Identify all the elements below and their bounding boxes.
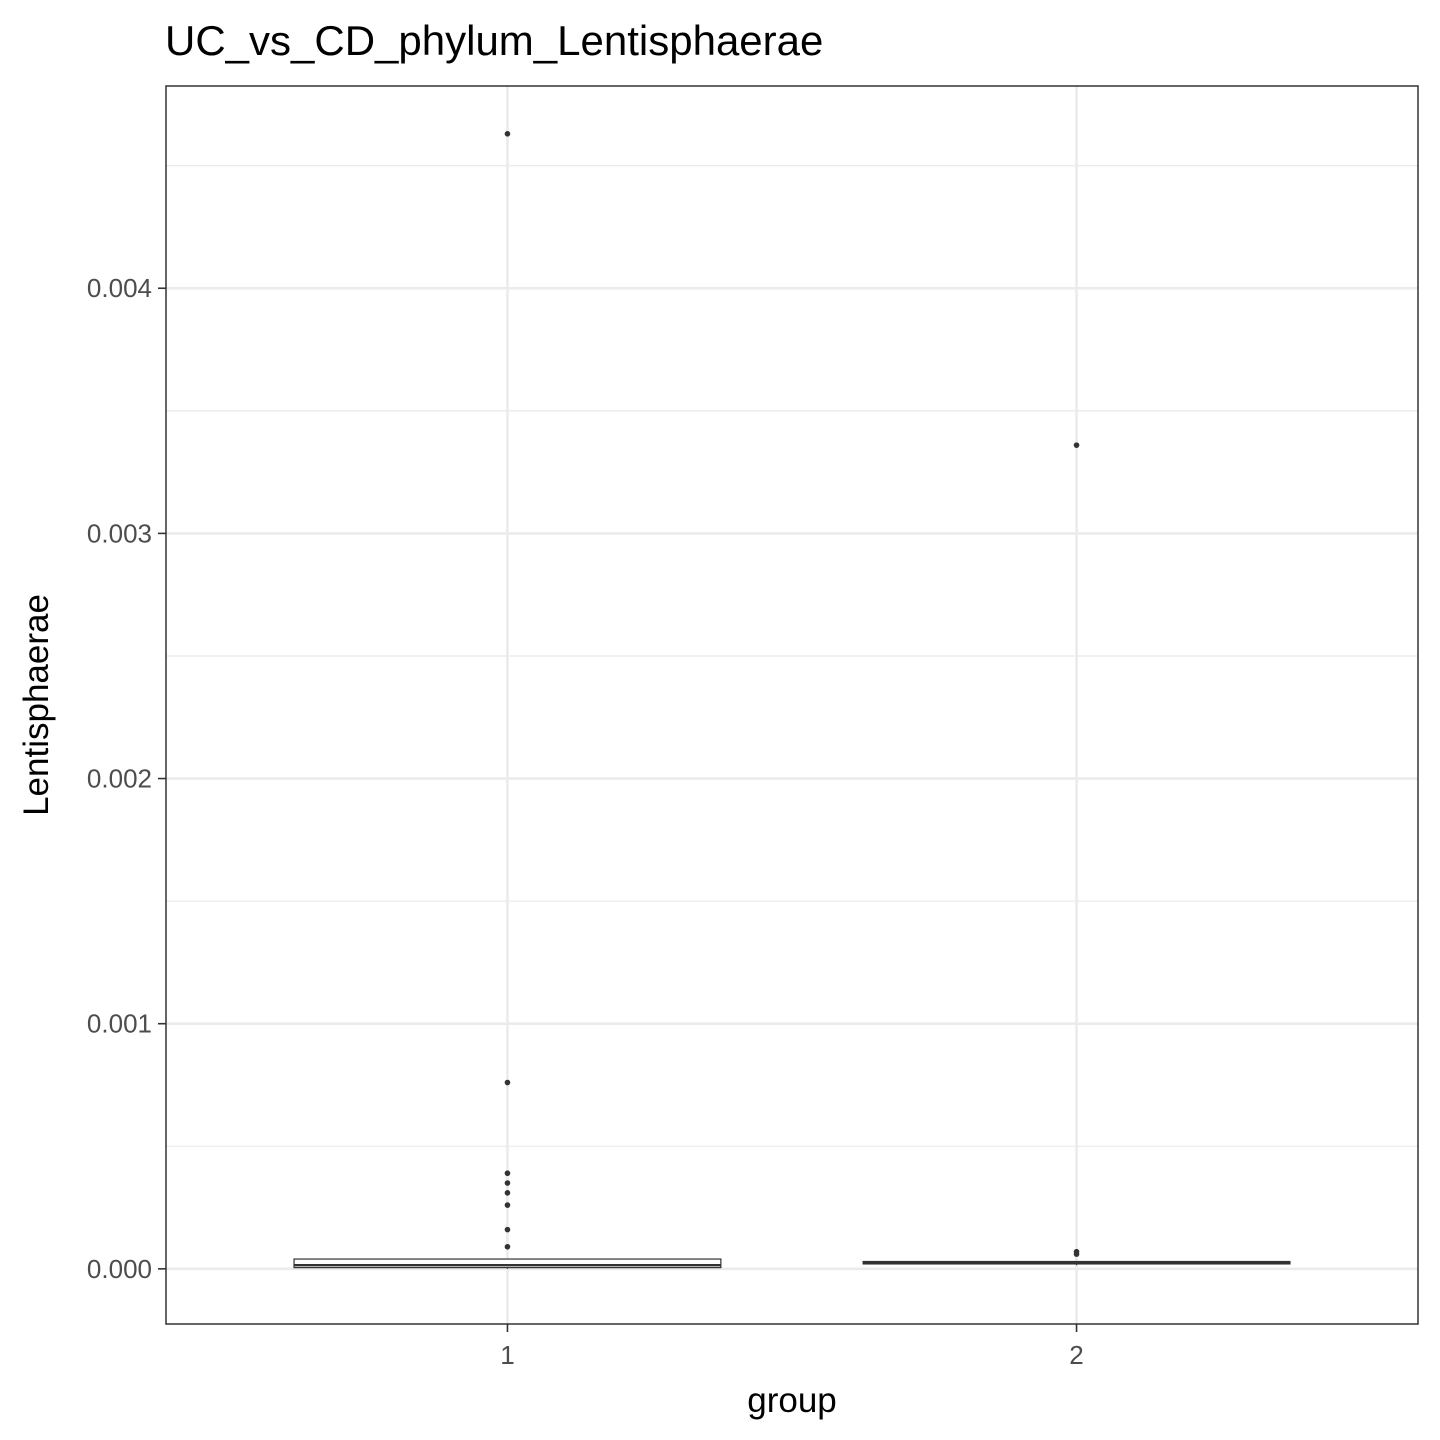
y-axis-ticks: 0.000 0.001 0.002 0.003 0.004 <box>87 273 166 1284</box>
y-tick-label: 0.001 <box>87 1009 152 1039</box>
outlier-point <box>504 1202 511 1208</box>
boxes <box>293 1258 1291 1269</box>
outlier-point <box>1073 442 1080 448</box>
outlier-point <box>504 131 511 137</box>
box-iqr <box>293 1258 722 1269</box>
box-group-1 <box>293 1258 722 1269</box>
outlier-point <box>504 1226 511 1233</box>
y-tick-label: 0.003 <box>87 518 152 548</box>
x-tick-label: 2 <box>1069 1340 1083 1370</box>
outlier-point <box>504 1170 511 1177</box>
chart-title: UC_vs_CD_phylum_Lentisphaerae <box>165 17 823 64</box>
outlier-point <box>504 1190 511 1196</box>
outlier-point <box>504 1243 511 1250</box>
outlier-point <box>504 1180 511 1186</box>
y-tick-label: 0.002 <box>87 764 152 794</box>
y-tick-label: 0.000 <box>87 1254 152 1284</box>
outlier-point <box>504 1079 511 1086</box>
box-group-2 <box>862 1260 1291 1266</box>
x-axis-title: group <box>747 1381 837 1420</box>
outlier-points <box>504 131 1080 1257</box>
y-tick-label: 0.004 <box>87 273 152 303</box>
outlier-point <box>1073 1251 1080 1257</box>
x-tick-label: 1 <box>500 1340 514 1370</box>
panel-border <box>165 85 1419 1325</box>
y-axis-title: Lentisphaerae <box>17 594 56 816</box>
grid-lines <box>166 86 1418 1324</box>
